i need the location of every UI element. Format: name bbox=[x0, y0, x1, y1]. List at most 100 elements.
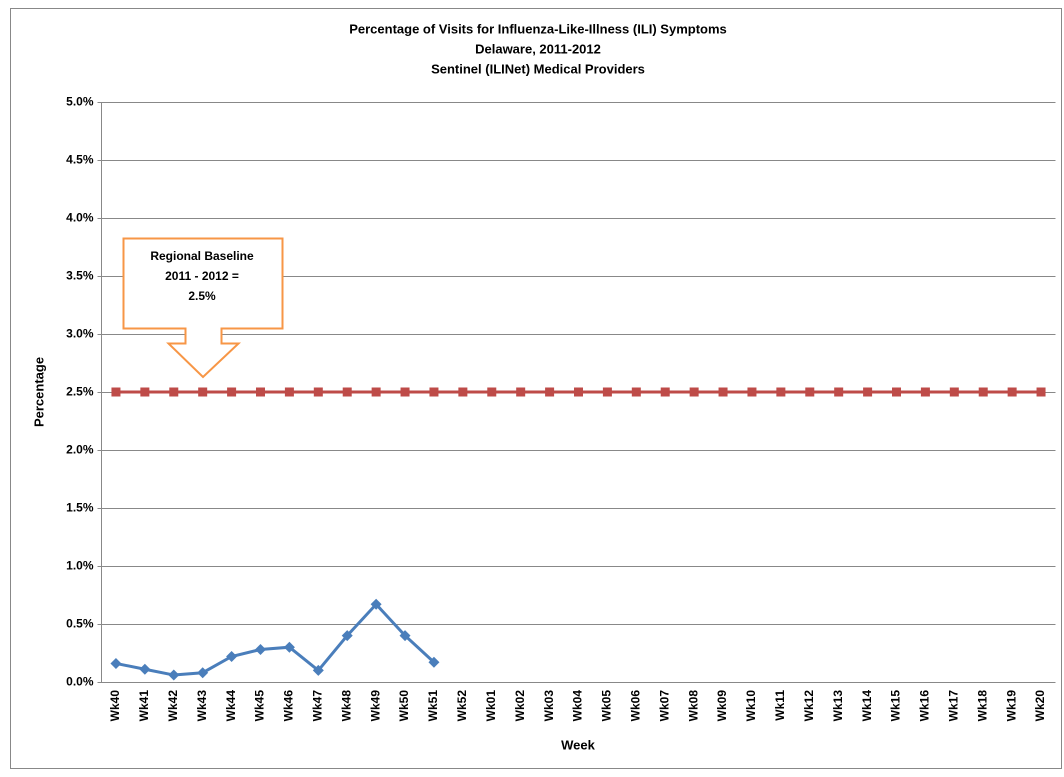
x-tick-label: Wk08 bbox=[686, 690, 700, 722]
chart-border bbox=[10, 8, 1062, 769]
x-tick-label: Wk13 bbox=[831, 690, 845, 722]
chart-title: Percentage of Visits for Influenza-Like-… bbox=[349, 21, 727, 36]
x-tick-label: Wk02 bbox=[513, 690, 527, 722]
marker bbox=[256, 387, 265, 397]
x-tick-label: Wk10 bbox=[744, 690, 758, 722]
marker bbox=[429, 387, 439, 397]
x-tick-label: Wk05 bbox=[600, 690, 614, 722]
chart-title: Sentinel (ILINet) Medical Providers bbox=[431, 61, 645, 76]
chart-title: Delaware, 2011-2012 bbox=[475, 41, 601, 56]
x-tick-label: Wk17 bbox=[946, 690, 960, 722]
marker bbox=[399, 630, 411, 642]
marker bbox=[1007, 387, 1017, 397]
x-tick-label: Wk41 bbox=[137, 690, 151, 722]
marker bbox=[834, 387, 844, 397]
y-tick-label: 5.0% bbox=[66, 95, 94, 109]
x-axis-label: Week bbox=[561, 737, 595, 752]
x-tick-label: Wk11 bbox=[773, 690, 787, 721]
annotation: Regional Baseline bbox=[150, 249, 254, 263]
x-tick-label: Wk51 bbox=[426, 690, 440, 722]
x-tick-label: Wk16 bbox=[918, 690, 932, 722]
x-tick-label: Wk09 bbox=[715, 690, 729, 722]
marker bbox=[574, 387, 583, 397]
y-tick-label: 3.5% bbox=[66, 269, 94, 283]
marker bbox=[776, 387, 786, 397]
y-tick-label: 2.5% bbox=[66, 385, 94, 399]
y-axis-label: Percentage bbox=[31, 357, 46, 427]
marker bbox=[949, 387, 959, 397]
marker bbox=[169, 387, 179, 397]
marker bbox=[863, 387, 873, 397]
x-tick-label: Wk01 bbox=[484, 690, 498, 722]
marker bbox=[660, 387, 670, 397]
marker bbox=[139, 663, 151, 675]
x-tick-label: Wk19 bbox=[1004, 690, 1018, 722]
marker bbox=[227, 387, 237, 397]
x-tick-label: Wk48 bbox=[339, 690, 353, 722]
x-tick-label: Wk40 bbox=[108, 690, 122, 722]
marker bbox=[342, 387, 352, 397]
marker bbox=[283, 641, 295, 653]
x-tick-label: Wk49 bbox=[368, 690, 382, 722]
marker bbox=[920, 387, 930, 397]
marker bbox=[545, 387, 555, 397]
x-tick-label: Wk04 bbox=[571, 690, 585, 722]
series-line bbox=[115, 602, 435, 677]
marker bbox=[747, 387, 757, 397]
y-tick-label: 2.0% bbox=[66, 443, 94, 457]
x-tick-label: Wk20 bbox=[1033, 690, 1047, 722]
y-tick-label: 3.0% bbox=[66, 327, 94, 341]
x-tick-label: Wk18 bbox=[975, 690, 989, 722]
marker bbox=[487, 387, 497, 397]
annotation: 2.5% bbox=[188, 289, 216, 303]
marker bbox=[168, 669, 180, 681]
x-tick-label: Wk50 bbox=[397, 690, 411, 722]
marker bbox=[892, 387, 901, 397]
x-tick-label: Wk07 bbox=[657, 690, 671, 722]
x-tick-label: Wk52 bbox=[455, 690, 469, 722]
marker bbox=[255, 644, 266, 656]
marker bbox=[313, 387, 323, 397]
x-tick-label: Wk46 bbox=[282, 690, 296, 722]
marker bbox=[140, 387, 150, 397]
annotation: 2011 - 2012 = bbox=[165, 269, 239, 283]
y-tick-label: 1.0% bbox=[66, 559, 94, 573]
x-tick-label: Wk12 bbox=[802, 690, 816, 722]
marker bbox=[602, 387, 612, 397]
marker bbox=[631, 387, 641, 397]
y-tick-label: 4.0% bbox=[66, 211, 94, 225]
marker bbox=[197, 667, 209, 679]
x-tick-label: Wk15 bbox=[889, 690, 903, 722]
marker bbox=[978, 387, 988, 397]
marker bbox=[110, 657, 122, 669]
marker bbox=[1036, 387, 1046, 397]
marker bbox=[198, 387, 208, 397]
marker bbox=[341, 630, 353, 642]
marker bbox=[516, 387, 526, 397]
x-tick-label: Wk42 bbox=[166, 690, 180, 722]
marker bbox=[689, 387, 699, 397]
marker bbox=[458, 387, 468, 397]
x-tick-label: Wk47 bbox=[310, 690, 324, 722]
marker bbox=[312, 664, 324, 676]
marker bbox=[226, 650, 238, 662]
marker bbox=[111, 387, 121, 397]
x-tick-label: Wk45 bbox=[253, 690, 267, 722]
marker bbox=[370, 598, 382, 610]
x-tick-label: Wk03 bbox=[542, 690, 556, 722]
marker bbox=[718, 387, 728, 397]
marker bbox=[400, 387, 410, 397]
marker bbox=[805, 387, 815, 397]
plot-area: 0.0% 0.5% 1.0% 1.5% 2.0% 2.5% 3.0% 3.5% 4.0% 4.5%… bbox=[66, 95, 1056, 722]
callout bbox=[122, 237, 284, 379]
y-tick-label: 1.5% bbox=[66, 501, 94, 515]
marker bbox=[428, 656, 440, 668]
y-tick-label: 0.5% bbox=[66, 617, 94, 631]
x-tick-label: Wk14 bbox=[860, 690, 874, 722]
x-tick-label: Wk43 bbox=[195, 690, 209, 722]
marker bbox=[371, 387, 381, 397]
marker bbox=[284, 387, 294, 397]
y-tick-label: 0.0% bbox=[66, 675, 94, 689]
x-tick-label: Wk44 bbox=[224, 690, 238, 722]
